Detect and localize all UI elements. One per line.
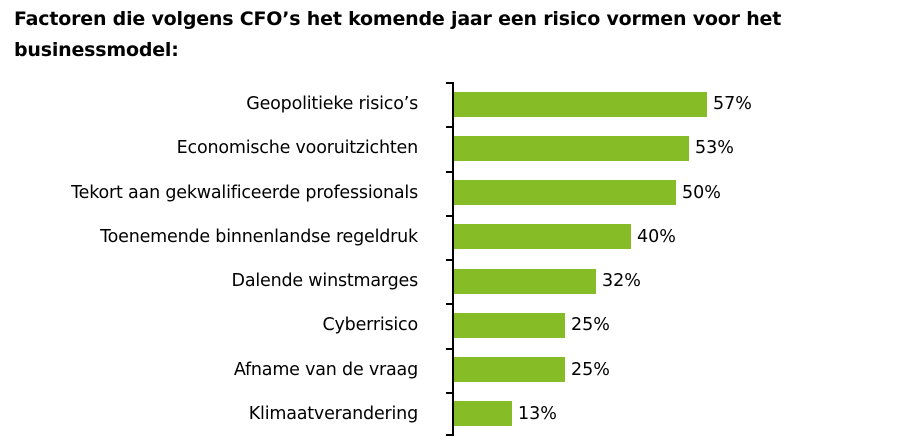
category-label: Cyberrisico (322, 315, 418, 336)
category-label: Toenemende binnenlandse regeldruk (100, 226, 418, 247)
category-label: Afname van de vraag (233, 359, 418, 380)
value-label: 50% (682, 182, 721, 203)
axis-tick (446, 303, 453, 306)
bar (454, 268, 596, 294)
axis-tick (446, 391, 453, 394)
value-label: 25% (571, 315, 610, 336)
category-label: Dalende winstmarges (231, 271, 419, 292)
bar (454, 357, 565, 383)
value-label: 57% (713, 94, 752, 115)
value-label: 25% (571, 359, 610, 380)
bar (454, 91, 707, 117)
category-label: Geopolitieke risico’s (246, 94, 418, 115)
axis-tick (446, 170, 453, 173)
category-label: Tekort aan gekwalificeerde professionals (71, 182, 418, 203)
bar (454, 312, 565, 338)
category-label: Klimaatverandering (248, 403, 418, 424)
value-label: 40% (637, 226, 676, 247)
axis-tick (446, 259, 453, 261)
axis-tick (446, 126, 453, 129)
value-label: 13% (518, 403, 557, 424)
category-axis-line (452, 82, 454, 436)
category-label: Economische vooruitzichten (176, 138, 419, 159)
bar (454, 224, 631, 250)
bar (454, 135, 689, 161)
value-label: 32% (602, 271, 641, 292)
chart-title: Factoren die volgens CFO’s het komende j… (14, 8, 782, 61)
value-label: 53% (695, 138, 734, 159)
axis-tick (446, 347, 453, 350)
axis-tick (446, 214, 453, 217)
axis-tick (446, 82, 453, 84)
bar (454, 401, 512, 427)
axis-tick (446, 434, 453, 436)
bar (454, 180, 676, 206)
